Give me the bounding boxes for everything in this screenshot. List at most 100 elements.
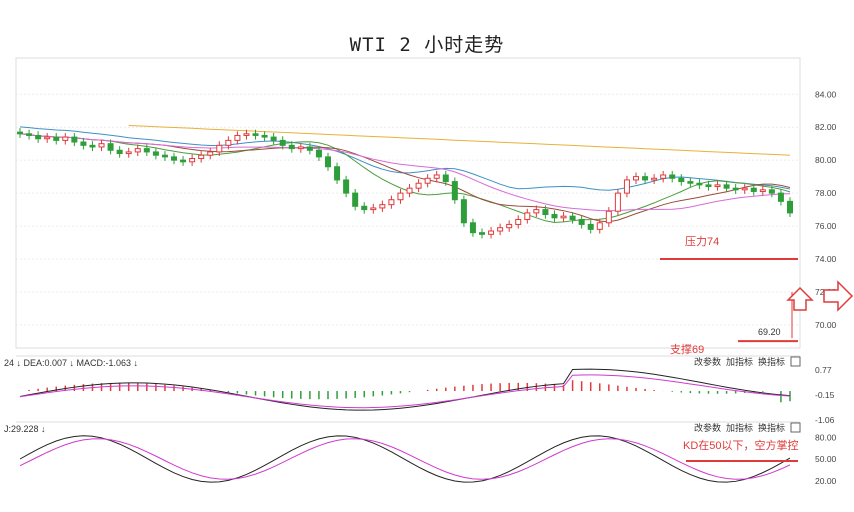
- candle-body: [397, 192, 404, 201]
- candle-body: [270, 136, 277, 141]
- candle-body: [633, 176, 639, 181]
- kd-header: J:29.228 ↓: [4, 424, 46, 434]
- candle-body: [651, 177, 658, 181]
- candle-body: [542, 209, 549, 216]
- candle-body: [98, 143, 105, 148]
- candle-body: [460, 199, 467, 224]
- moving-average-line: [19, 126, 791, 191]
- kd-k-line: [19, 435, 791, 483]
- candle-body: [759, 189, 766, 192]
- candle-body: [279, 139, 286, 146]
- candle-body: [216, 144, 223, 153]
- btn-switch: 换指标: [758, 422, 785, 433]
- main-grid: [15, 57, 801, 349]
- candle-body: [732, 187, 739, 191]
- kd-tick-label: 20.00: [815, 476, 837, 486]
- chart-title: WTI 2 小时走势: [349, 34, 505, 56]
- candle-body: [361, 205, 368, 211]
- candle-body: [180, 159, 187, 163]
- btn-change: 改参数: [694, 422, 721, 433]
- candle-body: [488, 230, 495, 235]
- support-label: 支撑69: [670, 342, 704, 356]
- candle-body: [678, 177, 685, 183]
- moving-averages: [19, 125, 791, 224]
- up-arrow-icon: [786, 286, 814, 311]
- macd-tick-label: 0.77: [815, 365, 832, 375]
- btn-switch: 换指标: [758, 356, 785, 367]
- candle-body: [605, 210, 612, 224]
- candle-body: [125, 151, 132, 155]
- candle-body: [723, 184, 730, 189]
- candle-body: [515, 218, 522, 225]
- candle-body: [17, 131, 23, 135]
- candle-body: [642, 176, 649, 181]
- y-tick-label: 70.00: [815, 320, 837, 330]
- y-tick-label: 84.00: [815, 89, 837, 99]
- candle-body: [623, 179, 630, 194]
- btn-add: 加指标: [726, 422, 753, 433]
- candle-body: [107, 143, 114, 151]
- candle-body: [660, 174, 667, 179]
- kd-close-icon: [790, 422, 801, 433]
- candle-body: [134, 148, 141, 153]
- candles: [17, 128, 793, 239]
- candle-body: [569, 215, 576, 220]
- macd-panel: 24 ↓ DEA:0.007 ↓ MACD:-1.063 ↓ 0.77 -0.15 -…: [4, 355, 835, 425]
- candle-body: [787, 200, 793, 214]
- kd-d-line: [19, 438, 791, 480]
- y-tick-label: 80.00: [815, 155, 837, 165]
- candle-body: [288, 144, 295, 150]
- candle-body: [379, 204, 386, 209]
- candle-body: [306, 146, 313, 151]
- candle-body: [198, 154, 205, 160]
- candle-body: [533, 209, 540, 214]
- moving-average-line: [128, 125, 791, 156]
- candle-body: [469, 222, 476, 234]
- candle-body: [614, 192, 621, 212]
- y-tick-label: 76.00: [815, 221, 837, 231]
- candle-body: [297, 146, 304, 150]
- support-price-label: 69.20: [758, 327, 781, 337]
- kd-tick-label: 80.00: [815, 432, 837, 442]
- y-tick-label: 74.00: [815, 254, 837, 264]
- y-tick-label: 78.00: [815, 188, 837, 198]
- arrow-marks: [786, 280, 854, 312]
- candle-body: [750, 187, 757, 192]
- candle-body: [551, 214, 558, 219]
- candle-body: [424, 177, 431, 184]
- candle-body: [62, 136, 69, 141]
- price-annotations: 压力74 支撑69 69.20: [660, 235, 798, 356]
- macd-dea-line: [19, 374, 791, 409]
- candle-body: [497, 227, 504, 232]
- candle-body: [207, 151, 214, 156]
- candle-body: [714, 184, 721, 188]
- candle-body: [433, 174, 440, 179]
- btn-add: 加指标: [726, 356, 753, 367]
- candle-body: [89, 144, 96, 148]
- candle-body: [705, 184, 712, 188]
- kd-annotation: KD在50以下，空方掌控: [683, 438, 799, 452]
- macd-tick-label: -1.06: [815, 415, 835, 425]
- candle-body: [406, 187, 413, 194]
- candle-body: [80, 141, 87, 146]
- candle-body: [143, 148, 150, 153]
- candle-body: [334, 166, 341, 181]
- candle-body: [696, 182, 703, 186]
- candle-body: [687, 181, 694, 184]
- main-frame: [15, 57, 801, 349]
- candle-body: [741, 187, 748, 191]
- candle-body: [370, 207, 377, 211]
- candle-body: [315, 149, 322, 158]
- candle-body: [161, 154, 168, 158]
- candle-body: [506, 223, 513, 229]
- macd-close-icon: [790, 356, 801, 367]
- y-tick-label: 82.00: [815, 122, 837, 132]
- kd-panel: J:29.228 ↓ 80.00 50.00 20.00 改参数 加指标 换指标 KD在50以…: [4, 421, 837, 486]
- candle-body: [26, 133, 33, 136]
- resistance-label: 压力74: [685, 235, 719, 248]
- macd-tick-label: -0.15: [815, 390, 835, 400]
- candle-body: [325, 156, 331, 168]
- candle-body: [669, 174, 676, 179]
- candle-body: [71, 136, 78, 143]
